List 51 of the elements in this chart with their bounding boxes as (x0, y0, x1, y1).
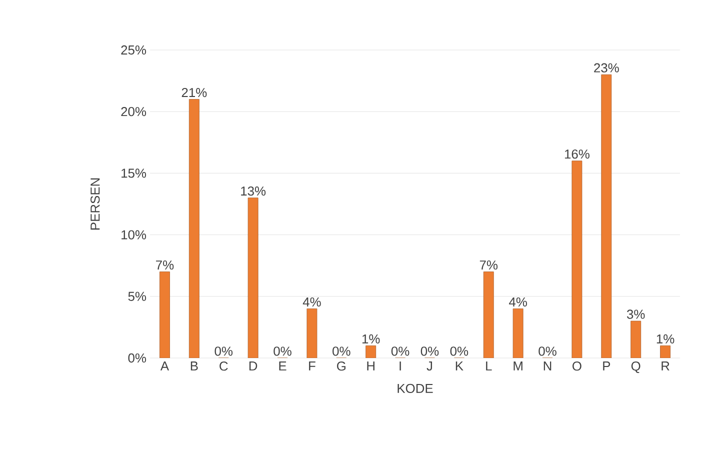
data-label: 1% (656, 334, 674, 344)
y-tick-label: 25% (121, 45, 146, 55)
y-tick-label: 20% (121, 107, 146, 116)
x-tick-label: R (662, 362, 670, 370)
data-label: 0% (332, 346, 350, 356)
y-tick-label: 10% (122, 230, 146, 240)
y-axis-title: PERSEN (90, 178, 100, 230)
bar (248, 198, 258, 358)
data-label: 7% (156, 260, 174, 270)
x-tick-label: I (400, 362, 401, 370)
bar (601, 74, 612, 358)
data-label: 21% (182, 88, 207, 98)
x-tick-label: H (367, 362, 374, 370)
x-tick-label: A (160, 362, 170, 370)
data-label: 13% (241, 186, 266, 196)
x-tick-label: L (486, 362, 492, 370)
bar (572, 160, 582, 358)
x-tick-label: F (309, 362, 316, 370)
data-label: 7% (480, 260, 498, 270)
bar (483, 272, 494, 358)
x-axis-title: KODE (398, 384, 433, 394)
x-tick-label: B (190, 362, 198, 370)
x-tick-label: P (603, 362, 610, 370)
data-label: 4% (302, 297, 321, 307)
x-tick-label: C (220, 362, 228, 371)
x-tick-label: Q (631, 362, 640, 374)
data-label: 4% (508, 297, 527, 307)
x-tick-label: O (572, 362, 582, 371)
x-tick-label: J (426, 362, 432, 371)
data-label: 0% (391, 346, 410, 356)
data-label: 16% (564, 150, 590, 159)
bar (630, 320, 642, 358)
y-tick-label: 0% (128, 353, 146, 363)
data-label: 0% (420, 346, 439, 356)
x-tick-label: M (514, 362, 522, 370)
x-tick-label: G (337, 362, 346, 371)
data-label: 0% (450, 346, 468, 356)
bar (160, 272, 170, 358)
data-label: 0% (274, 346, 292, 356)
x-tick-label: K (456, 362, 464, 370)
y-tick-label: 15% (122, 168, 146, 178)
data-label: 1% (362, 334, 380, 344)
y-tick-label: 5% (128, 292, 146, 301)
bar (188, 99, 200, 358)
data-label: 23% (594, 63, 619, 72)
data-label: 0% (538, 346, 556, 356)
x-tick-label: E (279, 362, 286, 370)
x-tick-label: N (544, 362, 552, 370)
x-tick-label: D (249, 362, 258, 370)
data-label: 3% (626, 310, 645, 319)
data-label: 0% (214, 346, 233, 356)
